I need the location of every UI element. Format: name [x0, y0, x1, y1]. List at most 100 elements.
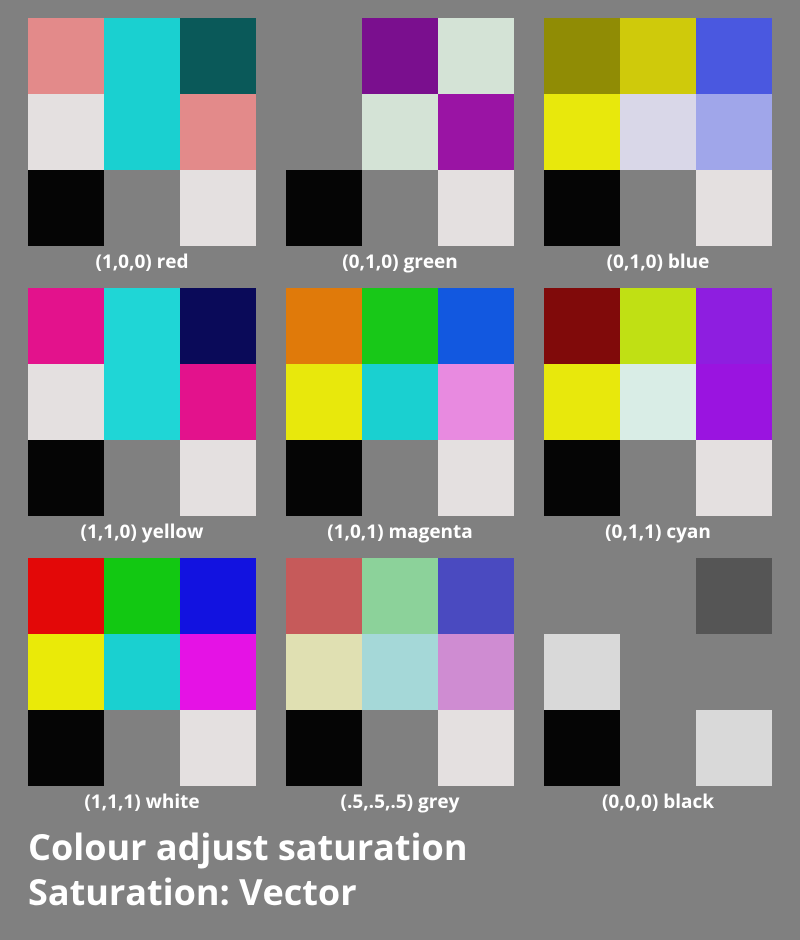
- swatch-cell: [438, 558, 514, 634]
- swatch-cell: [544, 364, 620, 440]
- swatch-cell: [180, 440, 256, 516]
- swatch-cell: [28, 288, 104, 364]
- swatch-6: [28, 558, 256, 786]
- swatch-block-6: (1,1,1) white: [28, 558, 256, 814]
- swatch-cell: [544, 94, 620, 170]
- swatch-cell: [28, 710, 104, 786]
- swatch-cell: [696, 634, 772, 710]
- swatch-caption: (0,1,0) green: [342, 248, 458, 274]
- swatch-cell: [286, 94, 362, 170]
- swatch-cell: [104, 94, 180, 170]
- swatch-cell: [180, 170, 256, 246]
- swatch-block-0: (1,0,0) red: [28, 18, 256, 274]
- swatch-cell: [544, 558, 620, 634]
- swatch-cell: [286, 440, 362, 516]
- swatch-cell: [286, 18, 362, 94]
- swatch-cell: [362, 634, 438, 710]
- swatch-caption: (.5,.5,.5) grey: [341, 788, 460, 814]
- page: (1,0,0) red (0,1,0) green (0,1,0) blue (1,1…: [0, 0, 800, 940]
- swatch-cell: [104, 440, 180, 516]
- swatch-8: [544, 558, 772, 786]
- swatch-cell: [180, 710, 256, 786]
- swatch-cell: [104, 634, 180, 710]
- title-line-1: Colour adjust saturation: [28, 824, 772, 869]
- swatch-cell: [180, 94, 256, 170]
- swatch-cell: [104, 288, 180, 364]
- swatch-block-1: (0,1,0) green: [286, 18, 514, 274]
- swatch-caption: (1,1,0) yellow: [81, 518, 204, 544]
- swatch-cell: [180, 634, 256, 710]
- swatch-cell: [438, 170, 514, 246]
- swatch-cell: [696, 18, 772, 94]
- swatch-cell: [362, 710, 438, 786]
- swatch-cell: [180, 18, 256, 94]
- swatch-cell: [362, 94, 438, 170]
- swatch-caption: (1,0,0) red: [95, 248, 188, 274]
- swatch-caption: (1,0,1) magenta: [327, 518, 473, 544]
- swatch-cell: [362, 558, 438, 634]
- swatch-7: [286, 558, 514, 786]
- swatch-cell: [28, 94, 104, 170]
- swatch-cell: [620, 558, 696, 634]
- swatch-cell: [286, 170, 362, 246]
- swatch-cell: [104, 710, 180, 786]
- swatch-cell: [438, 440, 514, 516]
- swatch-cell: [104, 18, 180, 94]
- swatch-5: [544, 288, 772, 516]
- swatch-block-3: (1,1,0) yellow: [28, 288, 256, 544]
- swatch-cell: [620, 710, 696, 786]
- swatch-cell: [180, 558, 256, 634]
- swatch-cell: [696, 440, 772, 516]
- swatch-cell: [696, 170, 772, 246]
- swatch-block-4: (1,0,1) magenta: [286, 288, 514, 544]
- swatch-cell: [438, 94, 514, 170]
- swatch-cell: [180, 364, 256, 440]
- swatch-cell: [544, 634, 620, 710]
- swatch-cell: [362, 440, 438, 516]
- swatch-cell: [696, 558, 772, 634]
- swatch-cell: [28, 440, 104, 516]
- swatch-cell: [104, 364, 180, 440]
- swatch-cell: [286, 288, 362, 364]
- swatch-cell: [28, 364, 104, 440]
- swatch-cell: [28, 170, 104, 246]
- swatch-cell: [696, 94, 772, 170]
- title-block: Colour adjust saturation Saturation: Vec…: [28, 824, 772, 914]
- swatch-cell: [544, 440, 620, 516]
- swatch-3: [28, 288, 256, 516]
- swatch-cell: [544, 18, 620, 94]
- swatch-cell: [620, 18, 696, 94]
- swatch-cell: [620, 364, 696, 440]
- swatch-cell: [544, 710, 620, 786]
- swatch-cell: [696, 288, 772, 364]
- swatch-cell: [620, 170, 696, 246]
- swatch-1: [286, 18, 514, 246]
- swatch-cell: [104, 170, 180, 246]
- swatch-cell: [286, 364, 362, 440]
- swatch-cell: [28, 18, 104, 94]
- swatch-cell: [362, 18, 438, 94]
- swatch-4: [286, 288, 514, 516]
- swatch-cell: [620, 440, 696, 516]
- swatch-cell: [362, 288, 438, 364]
- swatch-cell: [696, 710, 772, 786]
- swatch-cell: [620, 288, 696, 364]
- swatch-cell: [286, 558, 362, 634]
- swatch-cell: [438, 634, 514, 710]
- swatch-cell: [544, 170, 620, 246]
- swatch-block-5: (0,1,1) cyan: [544, 288, 772, 544]
- swatch-caption: (0,1,1) cyan: [605, 518, 711, 544]
- swatch-cell: [362, 364, 438, 440]
- swatch-cell: [438, 288, 514, 364]
- swatch-cell: [104, 558, 180, 634]
- swatch-block-2: (0,1,0) blue: [544, 18, 772, 274]
- swatch-0: [28, 18, 256, 246]
- swatch-cell: [180, 288, 256, 364]
- swatch-caption: (0,0,0) black: [602, 788, 714, 814]
- swatch-block-8: (0,0,0) black: [544, 558, 772, 814]
- swatch-caption: (1,1,1) white: [84, 788, 199, 814]
- swatch-grid: (1,0,0) red (0,1,0) green (0,1,0) blue (1,1…: [28, 18, 772, 814]
- swatch-cell: [28, 558, 104, 634]
- swatch-cell: [438, 710, 514, 786]
- title-line-2: Saturation: Vector: [28, 869, 772, 914]
